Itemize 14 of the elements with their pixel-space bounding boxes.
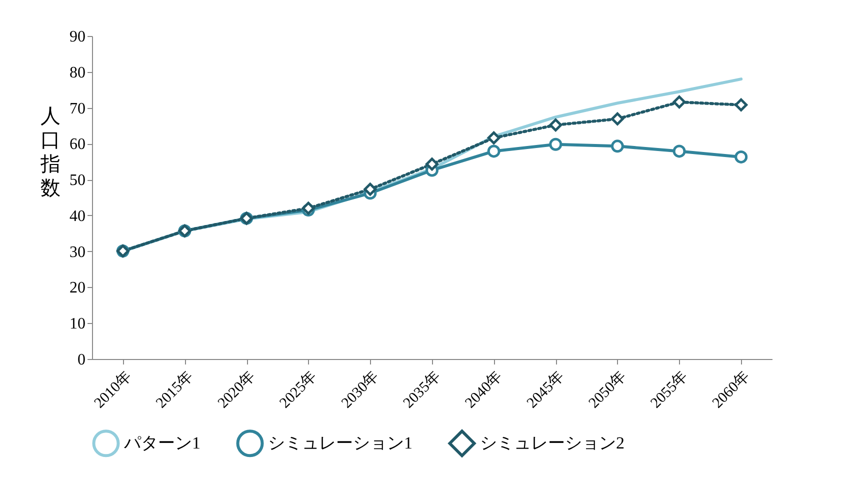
y-tick-label: 70 [70,100,86,118]
y-tick-label: 20 [70,280,86,297]
y-tick-label: 80 [70,64,86,82]
y-tick-label: 90 [70,28,86,46]
y-tick-label: 40 [70,208,86,225]
y-tick-label: 10 [70,316,86,333]
y-tick-label: 30 [70,244,86,261]
y-tick-label: 0 [78,352,86,368]
legend-label: シミュレーション1 [268,433,412,452]
y-tick-label: 60 [70,136,86,154]
legend-label: シミュレーション2 [480,433,624,452]
y-tick-label: 50 [70,172,86,190]
legend-label: パターン1 [123,433,200,452]
y-axis-title: 人口指数 [40,106,60,200]
